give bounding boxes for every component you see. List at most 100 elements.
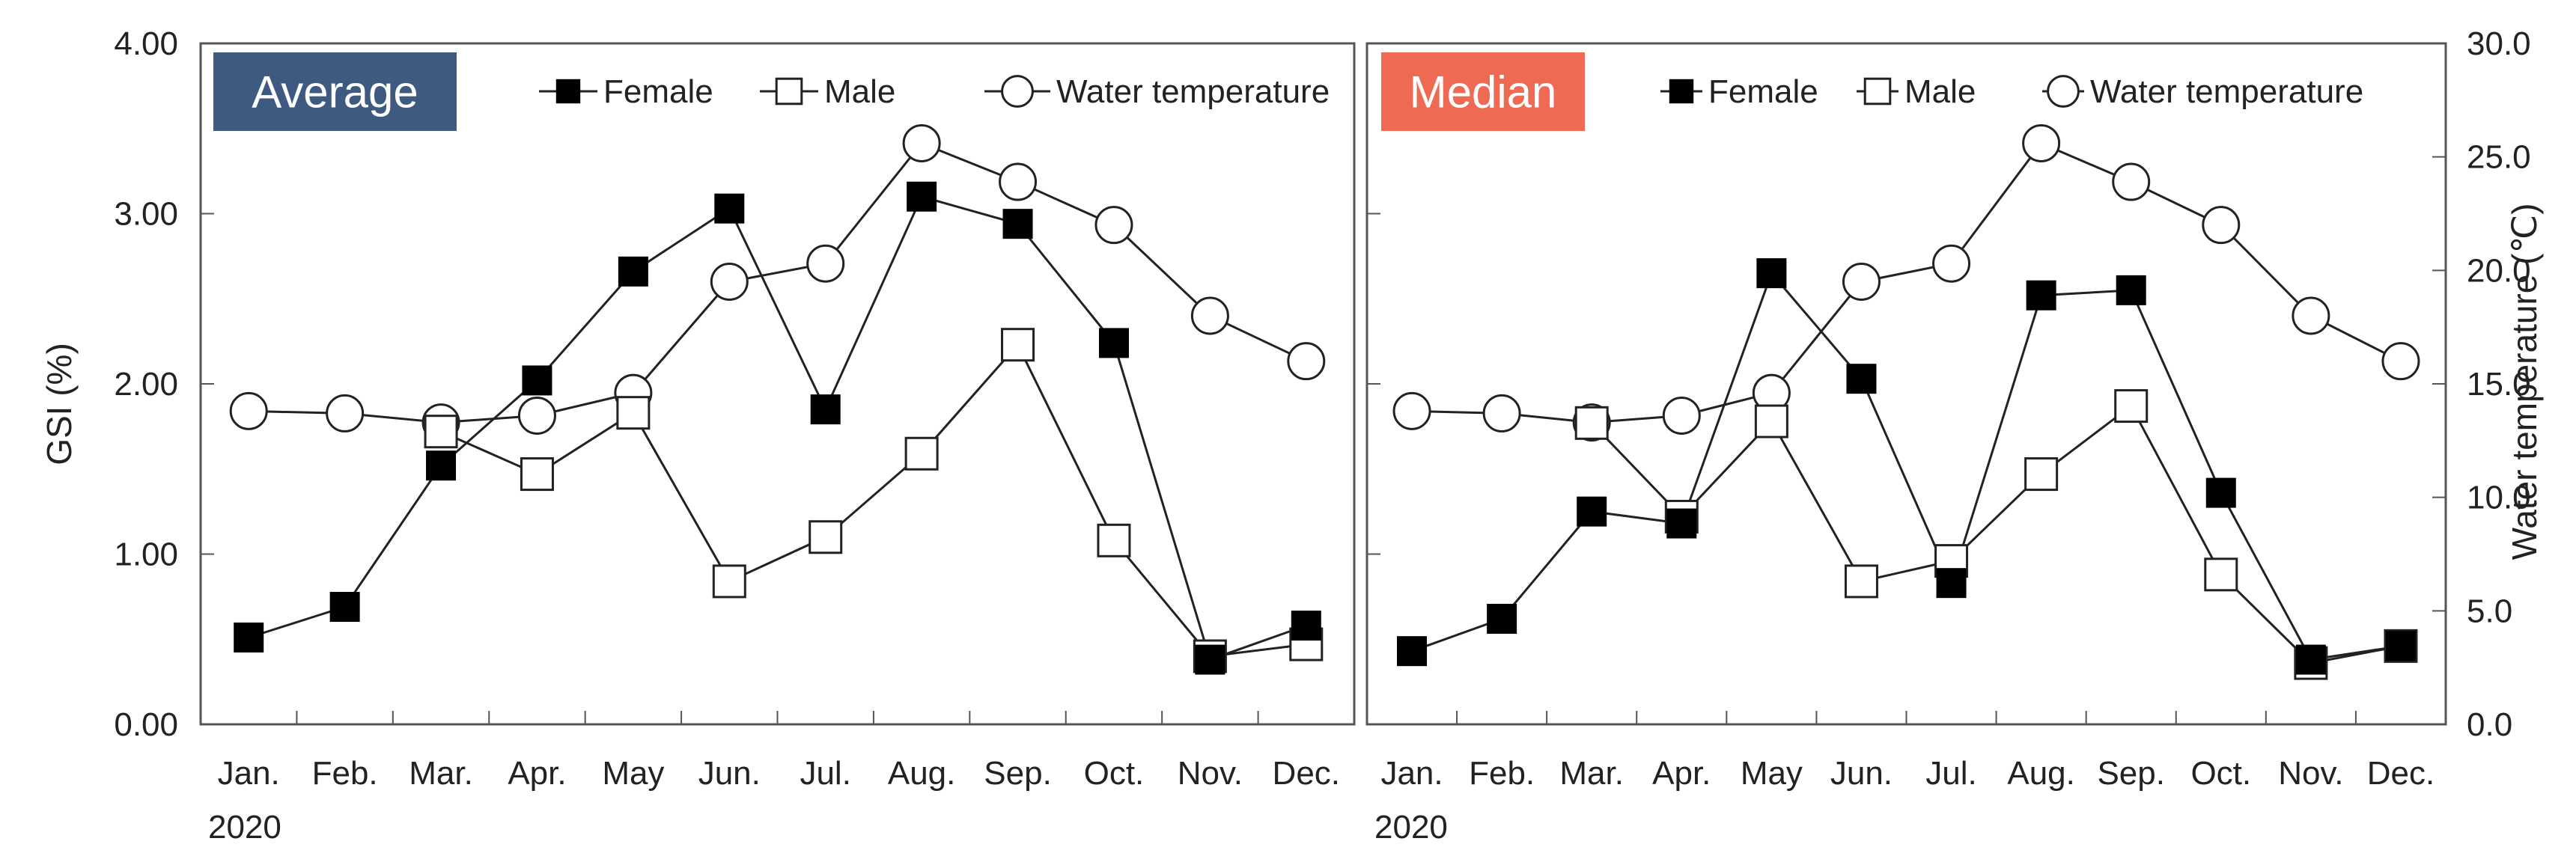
y-tick-label: 0.00 bbox=[114, 706, 178, 743]
female-point bbox=[2295, 644, 2326, 675]
x-tick-label: Dec. bbox=[2367, 755, 2435, 792]
water-temperature-legend-marker bbox=[1001, 75, 1034, 108]
water-temperature-point bbox=[1932, 244, 1971, 283]
female-point bbox=[1002, 209, 1033, 239]
x-tick-label: Jan. bbox=[1380, 755, 1443, 792]
female-point bbox=[618, 256, 648, 287]
water-temperature-point bbox=[710, 263, 749, 301]
legend-label: Female bbox=[1708, 73, 1818, 110]
male-legend-marker bbox=[1863, 77, 1892, 106]
water-temperature-point bbox=[1190, 296, 1229, 335]
female-point bbox=[1577, 496, 1607, 527]
water-temperature-point bbox=[2202, 206, 2241, 245]
water-temperature-point bbox=[1842, 263, 1881, 301]
right-y-tick-label: 25.0 bbox=[2467, 139, 2531, 176]
water-temperature-point bbox=[1662, 396, 1701, 435]
water-temperature-point bbox=[2292, 296, 2330, 335]
left-axis-title: GSI (%) bbox=[40, 343, 79, 465]
male-point bbox=[424, 415, 458, 449]
male-point bbox=[712, 564, 746, 599]
x-tick-label: Jan. bbox=[218, 755, 280, 792]
female-point bbox=[2205, 477, 2236, 508]
female-point bbox=[522, 365, 552, 396]
x-tick-label: Dec. bbox=[1273, 755, 1340, 792]
female-legend-marker bbox=[555, 79, 581, 104]
male-point bbox=[904, 436, 939, 471]
water-temperature-line bbox=[249, 141, 1307, 424]
x-tick-label: Feb. bbox=[312, 755, 378, 792]
female-point bbox=[1756, 258, 1787, 289]
female-point bbox=[234, 622, 264, 652]
right-y-tick-label: 30.0 bbox=[2467, 25, 2531, 62]
female-point bbox=[1291, 611, 1321, 641]
male-legend-marker bbox=[775, 77, 803, 106]
female-legend-marker bbox=[1669, 79, 1694, 104]
average-panel: Jan. Feb. Mar. Apr. May Jun. Jul. Aug. Sep. Oct. N… bbox=[114, 25, 1356, 846]
x-tick-label: Oct. bbox=[1084, 755, 1145, 792]
water-temperature-point bbox=[806, 244, 845, 283]
female-point bbox=[1195, 644, 1225, 675]
male-point bbox=[2204, 557, 2238, 592]
panel-badge bbox=[1381, 52, 1585, 131]
water-temperature-point bbox=[902, 123, 941, 162]
right-y-tick-label: 5.0 bbox=[2467, 593, 2512, 629]
male-point bbox=[520, 457, 554, 492]
water-temperature-point bbox=[1094, 206, 1133, 245]
female-point bbox=[810, 394, 841, 425]
year-label: 2020 bbox=[1374, 809, 1448, 846]
male-point bbox=[1844, 564, 1878, 599]
female-point bbox=[907, 181, 937, 212]
female-point bbox=[2026, 280, 2056, 311]
water-temperature-point bbox=[2022, 123, 2061, 162]
water-temperature-point bbox=[517, 396, 556, 435]
female-point bbox=[1936, 568, 1967, 599]
legend-label: Water temperature bbox=[2090, 73, 2363, 110]
female-point bbox=[1098, 328, 1129, 358]
panel-badge bbox=[213, 52, 457, 131]
x-tick-label: Nov. bbox=[1178, 755, 1243, 792]
x-tick-label: Jul. bbox=[1925, 755, 1976, 792]
male-line bbox=[440, 343, 1306, 658]
female-point bbox=[1397, 636, 1428, 667]
x-tick-label: Oct. bbox=[2190, 755, 2251, 792]
female-point bbox=[426, 450, 457, 481]
water-temperature-point bbox=[1287, 342, 1326, 381]
x-tick-label: May bbox=[1741, 755, 1803, 792]
x-tick-label: Nov. bbox=[2278, 755, 2343, 792]
male-point bbox=[1097, 523, 1131, 557]
male-line bbox=[1591, 404, 2402, 664]
water-temperature-point bbox=[2112, 162, 2151, 201]
water-temperature-point bbox=[229, 391, 268, 430]
male-point bbox=[2024, 457, 2059, 492]
female-point bbox=[329, 592, 360, 623]
male-point bbox=[1574, 406, 1609, 440]
year-label: 2020 bbox=[208, 809, 281, 846]
male-point bbox=[1001, 328, 1035, 362]
water-temperature-point bbox=[326, 394, 365, 433]
right-y-tick-label: 10.0 bbox=[2467, 480, 2531, 516]
plot-frame bbox=[1365, 42, 2447, 726]
female-point bbox=[2385, 631, 2416, 661]
legend-label: Female bbox=[603, 73, 713, 110]
male-point bbox=[2114, 389, 2149, 424]
x-tick-label: Mar. bbox=[1559, 755, 1624, 792]
x-tick-label: Aug. bbox=[888, 755, 956, 792]
right-y-tick-label: 20.0 bbox=[2467, 252, 2531, 289]
x-tick-label: Mar. bbox=[409, 755, 473, 792]
x-tick-label: May bbox=[602, 755, 664, 792]
x-tick-label: Apr. bbox=[508, 755, 566, 792]
y-tick-label: 3.00 bbox=[114, 196, 178, 233]
water-temperature-point bbox=[2381, 342, 2420, 381]
female-point bbox=[1487, 603, 1517, 634]
x-tick-label: Sep. bbox=[984, 755, 1052, 792]
water-temperature-line bbox=[1411, 141, 2402, 424]
female-line bbox=[1411, 271, 2402, 661]
water-temperature-point bbox=[999, 162, 1038, 201]
legend-label: Male bbox=[1904, 73, 1976, 110]
x-tick-label: Jun. bbox=[1830, 755, 1893, 792]
female-point bbox=[2116, 275, 2146, 305]
right-y-tick-label: 0.0 bbox=[2467, 706, 2512, 743]
water-temperature-legend-marker bbox=[2047, 75, 2080, 108]
male-point bbox=[809, 520, 843, 554]
